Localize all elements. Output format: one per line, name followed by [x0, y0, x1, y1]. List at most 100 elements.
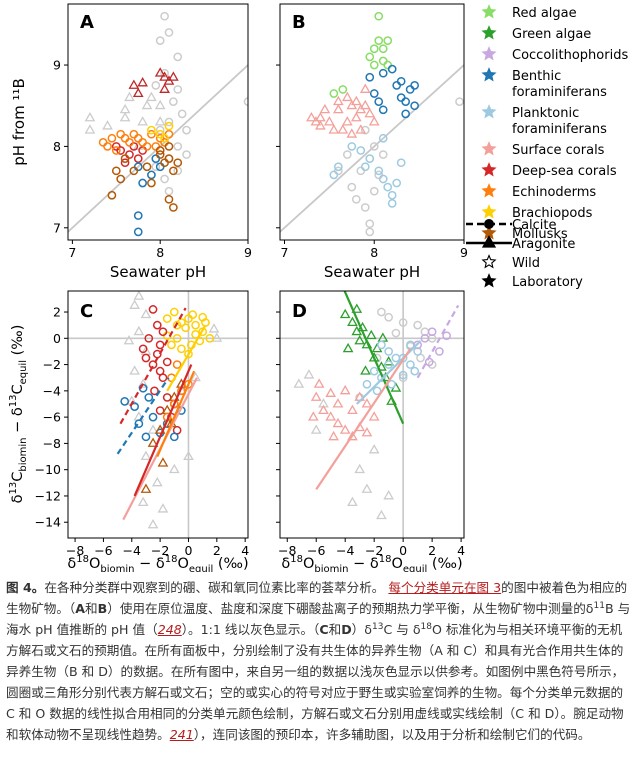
- data-point-circle: [387, 64, 397, 74]
- data-point-circle: [155, 125, 165, 135]
- data-point-triangle: [147, 437, 159, 447]
- panel-a: 7 8 9 7 8 9 A Seawater pH pH from ¹¹B: [10, 3, 252, 281]
- data-point-circle: [383, 60, 393, 70]
- data-point-triangle: [140, 308, 152, 319]
- data-point-circle: [342, 150, 352, 159]
- data-point-triangle: [351, 303, 363, 313]
- data-point-circle: [120, 158, 130, 168]
- fit-line-deep-sea-corals: [119, 307, 187, 425]
- data-point-triangle: [157, 457, 169, 467]
- caption-text: 和: [328, 622, 342, 637]
- axis-title-part: C: [10, 472, 26, 482]
- data-point-circle: [103, 142, 112, 151]
- data-point-circle: [120, 397, 130, 406]
- y-tick-label: −2: [43, 357, 61, 372]
- data-point-circle: [133, 154, 143, 163]
- plot-frame: [279, 290, 465, 539]
- data-point-circle: [442, 331, 451, 341]
- data-point-circle: [413, 320, 422, 330]
- legend-star-marker: [481, 141, 497, 156]
- x-tick-label: −2: [365, 543, 383, 558]
- data-point-circle: [160, 158, 169, 168]
- data-point-triangle: [293, 378, 305, 388]
- y-axis-title: pH from ¹¹B: [10, 78, 28, 166]
- data-point-circle: [111, 166, 121, 176]
- data-point-triangle: [360, 365, 371, 375]
- data-point-circle: [396, 76, 406, 86]
- caption-text: ），连同该图的预印本，许多辅助图，以及用于分析和绘制它们的代码。: [193, 727, 591, 742]
- data-point-circle: [160, 11, 169, 21]
- caption-figure-link[interactable]: 每个分类单元在图 3: [388, 580, 502, 595]
- data-point-triangle: [350, 95, 362, 106]
- data-point-circle: [360, 203, 370, 212]
- legend-label: Brachiopods: [512, 206, 593, 221]
- data-point-triangle: [137, 378, 149, 388]
- data-point-triangle: [154, 99, 166, 110]
- caption-panel-ref: A: [75, 601, 86, 616]
- data-point-circle: [173, 142, 183, 151]
- y-tick-label: 9: [53, 58, 61, 73]
- axis-title-part: − δ: [10, 407, 26, 437]
- legend-star-marker: [481, 162, 497, 177]
- data-point-circle: [369, 186, 379, 196]
- data-point-circle: [151, 162, 161, 172]
- data-point-circle: [387, 379, 396, 389]
- legend: Red algae Green algae Coccolithophorids Ben…: [466, 4, 628, 290]
- data-point-circle: [410, 366, 420, 376]
- data-point-triangle: [365, 329, 377, 340]
- data-point-circle: [396, 158, 406, 168]
- axis-title-part: O: [89, 556, 100, 572]
- y-tick-label: −8: [43, 436, 61, 451]
- data-point-triangle: [325, 411, 337, 421]
- data-point-triangle: [325, 387, 337, 397]
- panel-label: A: [80, 12, 94, 33]
- panel-label: D: [292, 301, 307, 322]
- series-red-algae: [128, 67, 179, 98]
- data-point-circle: [147, 170, 156, 180]
- data-point-circle: [150, 386, 159, 396]
- data-point-circle: [177, 344, 186, 354]
- data-point-circle: [158, 327, 168, 337]
- data-point-triangle: [129, 365, 140, 375]
- data-point-circle: [427, 327, 437, 337]
- data-point-circle: [164, 121, 174, 131]
- data-point-triangle: [157, 503, 169, 513]
- series-reference: [123, 291, 223, 529]
- series-mollusks: [107, 142, 183, 212]
- data-point-circle: [198, 312, 207, 322]
- data-point-circle: [191, 320, 200, 330]
- data-point-circle: [372, 386, 382, 396]
- caption-panel-ref: C: [319, 622, 329, 637]
- data-point-triangle: [347, 404, 358, 415]
- data-point-triangle: [354, 335, 366, 345]
- caption-reference-link[interactable]: 248: [157, 622, 182, 637]
- legend-label: Planktonic: [512, 106, 579, 121]
- data-point-circle: [347, 182, 357, 192]
- data-point-circle: [333, 162, 343, 172]
- data-point-circle: [391, 328, 401, 338]
- x-tick-label: 9: [244, 245, 252, 260]
- data-point-triangle: [211, 332, 223, 342]
- data-point-circle: [398, 373, 408, 383]
- data-point-circle: [369, 89, 379, 98]
- data-point-circle: [151, 154, 161, 163]
- data-point-triangle: [337, 124, 349, 134]
- caption-text: ）δ: [351, 622, 372, 637]
- legend-star-marker: [481, 67, 497, 82]
- data-point-circle: [378, 56, 388, 66]
- x-tick-label: −6: [94, 543, 112, 558]
- data-point-triangle: [307, 411, 319, 421]
- legend-star-marker: [481, 104, 497, 119]
- caption-reference-link[interactable]: 241: [169, 727, 194, 742]
- data-point-circle: [162, 357, 172, 367]
- x-tick-label: 2: [213, 543, 221, 558]
- data-point-circle: [177, 109, 187, 119]
- panel-c: −8 −6 −4 −2 0 2 4−14−12−10−8−6−4−202 Cδ18Obiomi…: [8, 290, 249, 572]
- data-point-triangle: [347, 496, 358, 507]
- y-tick-label: −4: [43, 383, 61, 398]
- legend-star-marker: [481, 183, 497, 198]
- data-point-circle: [182, 125, 191, 135]
- legend-label: foraminiferans: [512, 122, 607, 137]
- data-point-triangle: [154, 67, 166, 77]
- x-tick-label: 8: [370, 245, 378, 260]
